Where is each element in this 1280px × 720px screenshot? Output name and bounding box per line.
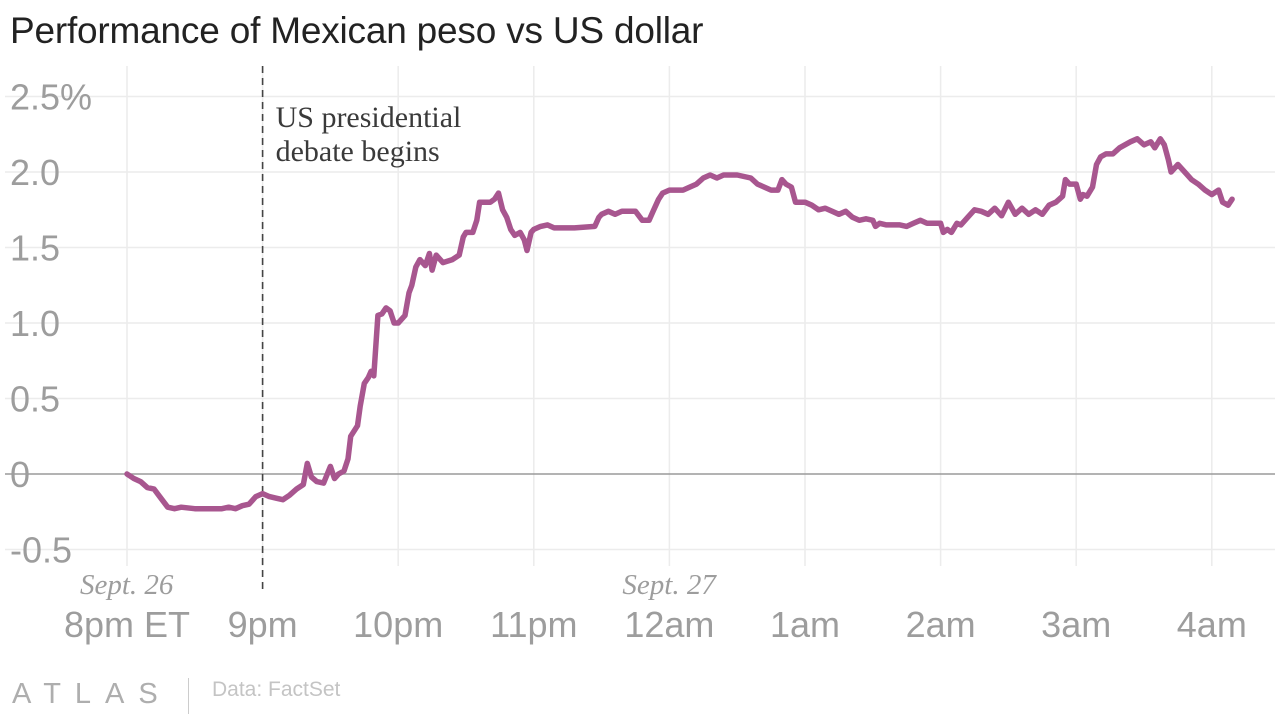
x-tick-label: 1am — [770, 604, 840, 645]
x-tick-label: 9pm — [228, 604, 298, 645]
peso-series-line — [124, 136, 1235, 512]
x-tick-label: 11pm — [490, 604, 577, 645]
x-tick-label: 3am — [1041, 604, 1111, 645]
x-tick-label: 12am — [624, 604, 714, 645]
chart-title: Performance of Mexican peso vs US dollar — [10, 10, 704, 51]
x-date-label: Sept. 26 — [80, 569, 174, 601]
x-tick-label: 10pm — [353, 604, 443, 645]
annotation-label: US presidential — [276, 101, 462, 134]
grid-layer — [5, 66, 1275, 566]
source-credit: Data: FactSet — [212, 678, 341, 701]
annotation-label: debate begins — [276, 135, 440, 168]
y-tick-label: 2.5% — [10, 77, 92, 118]
footer-divider — [188, 678, 189, 714]
y-tick-label: 0 — [10, 454, 30, 495]
x-tick-label: 8pm ET — [64, 604, 190, 645]
x-date-label: Sept. 27 — [622, 569, 717, 601]
y-tick-label: -0.5 — [10, 530, 72, 571]
x-tick-label: 2am — [906, 604, 976, 645]
y-tick-label: 2.0 — [10, 152, 60, 193]
y-tick-label: 0.5 — [10, 379, 60, 420]
series-layer — [124, 136, 1235, 512]
x-tick-label: 4am — [1177, 604, 1247, 645]
footer: ATLAS Data: FactSet — [12, 676, 612, 716]
y-tick-label: 1.5 — [10, 228, 60, 269]
y-tick-label: 1.0 — [10, 303, 60, 344]
atlas-logo: ATLAS — [12, 678, 172, 710]
